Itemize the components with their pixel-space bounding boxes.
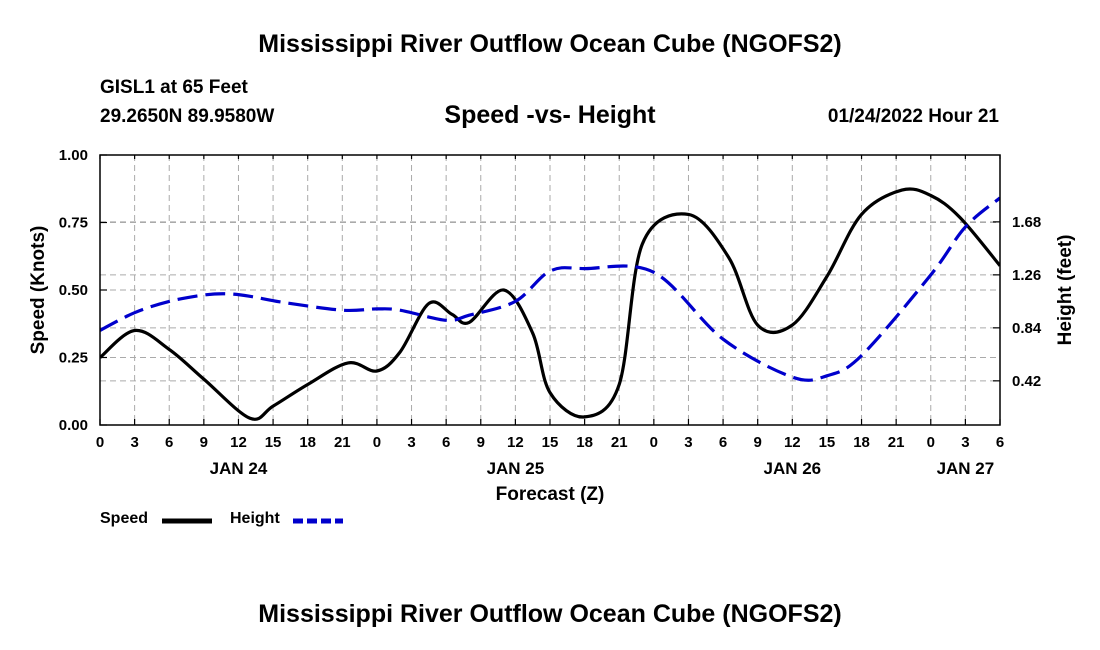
figure-title-repeat: Mississippi River Outflow Ocean Cube (NG… — [258, 600, 842, 628]
station-coordinates: 29.2650N 89.9580W — [100, 106, 275, 127]
y-tick-label: 0.00 — [59, 417, 88, 434]
height-series-line — [100, 196, 1000, 382]
x-tick-label: 18 — [576, 434, 593, 451]
x-tick-label: 9 — [754, 434, 762, 451]
x-tick-label: 12 — [230, 434, 247, 451]
date-label: JAN 27 — [937, 459, 995, 478]
x-tick-label: 21 — [334, 434, 351, 451]
legend-speed-swatch — [162, 518, 212, 524]
x-tick-label: 3 — [130, 434, 138, 451]
chart-subtitle: Speed -vs- Height — [444, 101, 656, 129]
forecast-datetime: 01/24/2022 Hour 21 — [827, 106, 999, 127]
y2-tick-label: 1.68 — [1012, 214, 1041, 231]
x-tick-label: 0 — [373, 434, 381, 451]
y-tick-label: 1.00 — [59, 147, 88, 164]
y-tick-label: 0.75 — [59, 215, 88, 232]
x-tick-label: 6 — [996, 434, 1004, 451]
x-tick-label: 3 — [407, 434, 415, 451]
legend-height-swatch — [293, 518, 343, 524]
x-tick-label: 15 — [819, 434, 836, 451]
y-tick-label: 0.50 — [59, 282, 88, 299]
x-tick-label: 0 — [650, 434, 658, 451]
x-tick-label: 9 — [200, 434, 208, 451]
date-label: JAN 24 — [210, 459, 268, 478]
axes: 0 3 6 9 12 15 18 21 0 3 6 9 12 15 18 21 0 3 6 9 12 15 18 21 0 3 6 0… — [28, 147, 1076, 505]
speed-series-line — [100, 187, 1000, 421]
x-tick-label: 21 — [888, 434, 905, 451]
x-tick-label: 12 — [507, 434, 524, 451]
y-axis-title: Speed (Knots) — [28, 226, 49, 355]
series-layer — [100, 187, 1000, 421]
x-tick-label: 15 — [542, 434, 559, 451]
x-tick-label: 6 — [719, 434, 727, 451]
x-tick-label: 15 — [265, 434, 282, 451]
x-tick-label: 6 — [442, 434, 450, 451]
y2-tick-label: 0.42 — [1012, 373, 1041, 390]
date-label: JAN 26 — [763, 459, 821, 478]
x-tick-label: 0 — [96, 434, 104, 451]
y-tick-label: 0.25 — [59, 350, 88, 367]
grid-lines — [100, 155, 1000, 425]
y2-tick-label: 0.84 — [1012, 320, 1042, 337]
x-tick-label: 18 — [853, 434, 870, 451]
x-tick-label: 18 — [299, 434, 316, 451]
x-axis-title: Forecast (Z) — [496, 484, 605, 505]
x-tick-label: 21 — [611, 434, 628, 451]
x-tick-label: 9 — [477, 434, 485, 451]
y2-axis-title: Height (feet) — [1055, 235, 1076, 346]
x-tick-label: 3 — [684, 434, 692, 451]
station-label: GISL1 at 65 Feet — [100, 77, 248, 98]
legend-height-label: Height — [230, 510, 280, 527]
x-tick-label: 6 — [165, 434, 173, 451]
x-tick-label: 0 — [927, 434, 935, 451]
y2-tick-label: 1.26 — [1012, 267, 1041, 284]
x-tick-label: 12 — [784, 434, 801, 451]
x-tick-label: 3 — [961, 434, 969, 451]
figure-title: Mississippi River Outflow Ocean Cube (NG… — [258, 30, 842, 58]
legend-speed-label: Speed — [100, 510, 149, 527]
date-label: JAN 25 — [487, 459, 545, 478]
